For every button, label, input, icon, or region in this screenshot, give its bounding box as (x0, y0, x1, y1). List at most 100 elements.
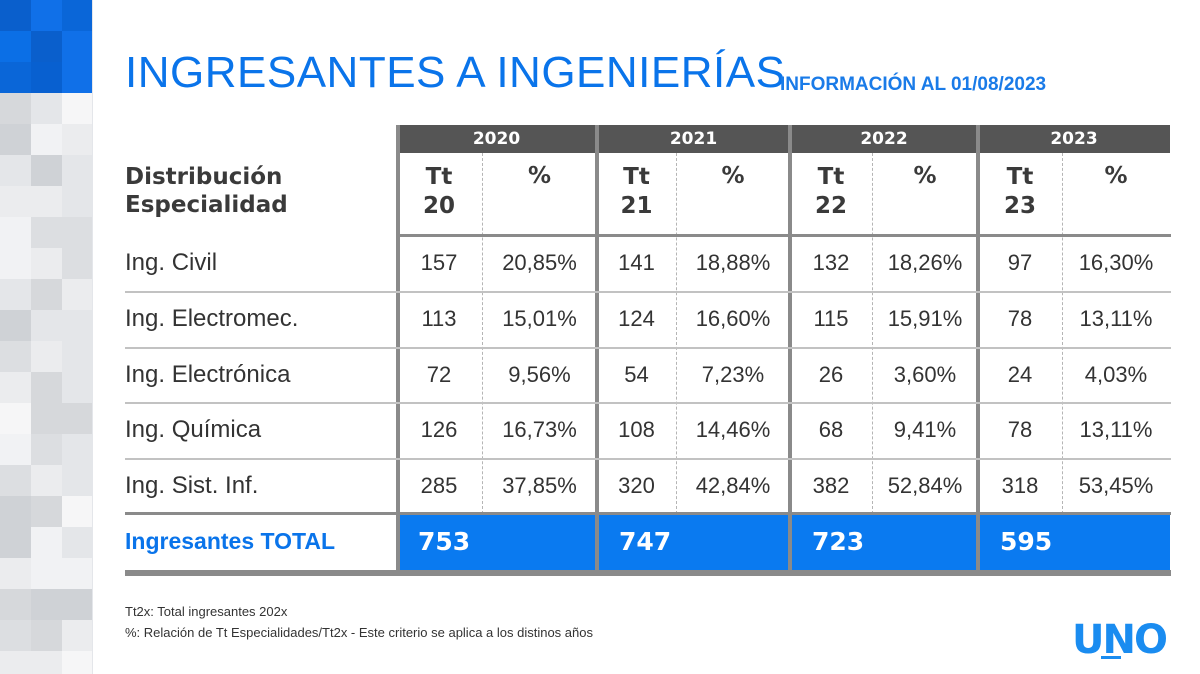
total-box (597, 514, 790, 570)
logo-underline (1101, 656, 1121, 659)
subheader-tt: Tt 23 (990, 163, 1050, 221)
mosaic-tile (31, 62, 62, 93)
cell-percent: 13,11% (1079, 306, 1153, 331)
cell-percent: 14,46% (695, 417, 771, 442)
mosaic-tile (62, 434, 92, 465)
mosaic-tile (31, 310, 62, 341)
mosaic-tile (62, 341, 92, 372)
cell-percent: 18,26% (887, 250, 963, 275)
cell-percent: 9,41% (893, 417, 957, 442)
column-header-specialty: Distribución Especialidad (125, 163, 288, 219)
cell-total: 157 (420, 250, 458, 275)
mosaic-tile (31, 589, 62, 620)
mosaic-tile (0, 465, 31, 496)
mosaic-tile (62, 248, 92, 279)
cell-percent: 15,01% (502, 306, 577, 331)
cell-percent: 9,56% (508, 362, 571, 387)
uno-logo: UNO (1072, 617, 1168, 663)
strip-edge (92, 0, 93, 674)
tt-label: Tt (817, 164, 845, 190)
mosaic-tile (0, 372, 31, 403)
mosaic-tile (62, 62, 92, 93)
mosaic-tile (31, 341, 62, 372)
tt-year-suffix: 23 (1003, 193, 1036, 219)
mosaic-tile (0, 558, 31, 589)
mosaic-tile (31, 620, 62, 651)
page-title: INGRESANTES A INGENIERÍAS (125, 48, 786, 97)
total-box (790, 514, 978, 570)
year-header-2021: 2021 (597, 125, 790, 153)
decorative-mosaic-strip (0, 0, 92, 674)
cell-total: 382 (812, 473, 850, 498)
tt-label: Tt (1006, 164, 1034, 190)
table-bottom-bar (125, 570, 1171, 576)
cell-total: 78 (1007, 306, 1033, 331)
mosaic-tile (31, 124, 62, 155)
total-value: 753 (418, 527, 471, 556)
group-border (976, 125, 980, 576)
cell-percent: 20,85% (502, 250, 577, 275)
mosaic-tile (62, 93, 92, 124)
header-line-1: Distribución (125, 164, 283, 190)
cell-percent: 52,84% (887, 473, 963, 498)
mosaic-tile (0, 279, 31, 310)
cell-total: 26 (818, 362, 844, 387)
tt-year-suffix: 21 (620, 193, 653, 219)
cell-percent: 7,23% (701, 362, 765, 387)
cell-total: 318 (1001, 473, 1039, 498)
subheader-percent: % (913, 163, 937, 189)
mosaic-tile (62, 155, 92, 186)
cell-total: 115 (813, 306, 849, 331)
cell-total: 72 (426, 362, 452, 387)
row-divider (125, 347, 1171, 349)
inner-divider (872, 153, 873, 514)
mosaic-tile (31, 527, 62, 558)
total-label: Ingresantes TOTAL (125, 528, 336, 554)
cell-percent: 53,45% (1078, 473, 1154, 498)
mosaic-tile (0, 651, 31, 674)
mosaic-tile (0, 0, 31, 31)
mosaic-tile (31, 155, 62, 186)
group-border (595, 125, 599, 576)
total-box (396, 514, 597, 570)
row-divider (125, 291, 1171, 293)
mosaic-tile (62, 589, 92, 620)
mosaic-tile (0, 93, 31, 124)
row-divider (125, 458, 1171, 460)
mosaic-tile (0, 155, 31, 186)
mosaic-tile (62, 186, 92, 217)
mosaic-tile (0, 589, 31, 620)
total-top-line (125, 512, 1171, 515)
total-value: 723 (812, 527, 865, 556)
mosaic-tile (62, 279, 92, 310)
cell-total: 285 (420, 473, 458, 498)
cell-total: 126 (420, 417, 458, 442)
mosaic-tile (62, 124, 92, 155)
cell-total: 97 (1007, 250, 1033, 275)
mosaic-tile (62, 558, 92, 589)
mosaic-tile (0, 434, 31, 465)
cell-total: 141 (618, 250, 655, 275)
cell-percent: 16,30% (1078, 250, 1154, 275)
group-border (788, 125, 792, 576)
cell-total: 132 (812, 250, 850, 275)
cell-percent: 37,85% (502, 473, 577, 498)
cell-percent: 13,11% (1079, 417, 1153, 442)
row-label-specialty: Ing. Electromec. (125, 305, 299, 332)
row-divider (125, 402, 1171, 404)
mosaic-tile (62, 496, 92, 527)
cell-total: 78 (1007, 417, 1033, 442)
subheader-percent: % (527, 163, 552, 189)
cell-total: 54 (624, 362, 649, 387)
cell-total: 320 (618, 473, 655, 498)
mosaic-tile (31, 465, 62, 496)
row-label-specialty: Ing. Civil (125, 249, 218, 276)
mosaic-tile (31, 31, 62, 62)
total-box (978, 514, 1170, 570)
footnote-tt: Tt2x: Total ingresantes 202x (125, 604, 288, 619)
cell-total: 108 (618, 417, 655, 442)
subheader-tt: Tt 21 (607, 163, 667, 221)
mosaic-tile (31, 186, 62, 217)
mosaic-tile (62, 620, 92, 651)
header-bottom-line (396, 234, 1171, 237)
